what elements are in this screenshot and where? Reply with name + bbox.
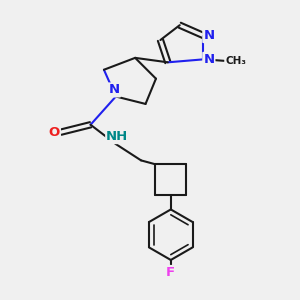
Text: N: N <box>203 53 214 66</box>
Text: CH₃: CH₃ <box>225 56 246 66</box>
Text: NH: NH <box>106 130 128 143</box>
Text: N: N <box>109 83 120 97</box>
Text: N: N <box>203 29 214 42</box>
Text: O: O <box>49 126 60 139</box>
Text: F: F <box>166 266 176 279</box>
